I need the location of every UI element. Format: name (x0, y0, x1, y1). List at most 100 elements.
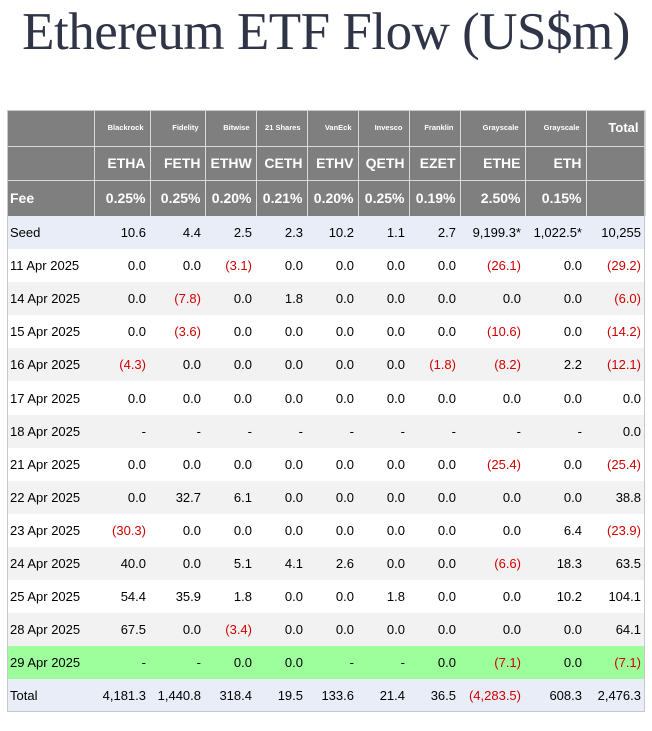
flow-cell: - (525, 414, 586, 448)
flow-cell: (4.3) (94, 348, 150, 382)
row-label: Seed (7, 216, 94, 250)
row-label: 15 Apr 2025 (10, 324, 81, 340)
fee-value: 0.19% (409, 179, 461, 216)
etf-flow-table: Blackrock Fidelity Bitwise 21 Shares VanEck I… (7, 110, 646, 713)
flow-cell: 0.0 (335, 324, 354, 340)
flow-cell: 0.0 (284, 324, 303, 340)
header-blank (7, 145, 95, 180)
table-row: 16 Apr 2025 (4.3) 0.0 0.0 0.0 0.0 0.0 (1.8) (8.2… (7, 348, 645, 382)
flow-cell: 0.0 (386, 258, 405, 274)
flow-cell: 0.0 (335, 522, 354, 538)
header-row-ticker: ETHA FETH ETHW CETH ETHV QETH EZET ETHE ETH (7, 145, 646, 180)
flow-cell: 0.0 (386, 456, 405, 472)
fee-value: 0.15% (525, 179, 587, 216)
flow-cell: 0.0 (358, 348, 409, 382)
row-total: (23.9) (607, 522, 641, 538)
flow-cell: 40.0 (94, 546, 150, 581)
issuer-header: Fidelity (150, 110, 206, 146)
page-title: Ethereum ETF Flow (US$m) (22, 3, 630, 61)
flow-cell: 0.0 (460, 282, 525, 316)
row-label: 17 Apr 2025 (10, 390, 81, 406)
flow-cell: 0.0 (284, 589, 303, 605)
flow-cell: 133.6 (307, 679, 358, 713)
flow-cell: 10.2 (307, 216, 358, 250)
flow-cell: 0.0 (409, 480, 460, 514)
header-blank (586, 145, 646, 180)
table-row: 21 Apr 2025 0.0 0.0 0.0 0.0 0.0 0.0 0.0 (25.4) 0.… (7, 448, 645, 481)
flow-cell: 0.0 (307, 282, 358, 316)
row-label: 16 Apr 2025 (7, 348, 94, 382)
flow-cell: 0.0 (460, 613, 525, 647)
flow-cell: - (150, 646, 205, 680)
flow-cell: 0.0 (563, 456, 582, 472)
row-total: 38.8 (586, 480, 645, 514)
issuer-header: Franklin (409, 110, 461, 146)
flow-cell: 1.8 (233, 589, 252, 605)
ticker-header: FETH (150, 145, 206, 180)
flow-cell: 0.0 (437, 324, 456, 340)
issuer-header: Grayscale (460, 110, 526, 146)
flow-cell: 0.0 (205, 646, 256, 680)
header-corner (7, 110, 95, 146)
row-total: 10,255 (586, 216, 645, 250)
table-row: 11 Apr 2025 0.0 0.0 (3.1) 0.0 0.0 0.0 0.0 (26.1)… (7, 249, 645, 282)
flow-cell: 0.0 (127, 390, 146, 406)
flow-cell: 0.0 (525, 282, 586, 316)
row-total: (7.1) (586, 646, 645, 680)
flow-cell: 0.0 (127, 258, 146, 274)
flow-cell: (3.6) (174, 324, 201, 340)
flow-cell: 0.0 (358, 613, 409, 647)
table-row: 15 Apr 2025 0.0 (3.6) 0.0 0.0 0.0 0.0 0.0 (10.6)… (7, 315, 645, 348)
flow-cell: 2.7 (409, 216, 460, 250)
flow-cell: (8.2) (460, 348, 525, 382)
flow-cell: 0.0 (502, 589, 521, 605)
flow-cell: (26.1) (487, 258, 521, 274)
flow-cell: 0.0 (233, 390, 252, 406)
flow-cell: (4,283.5) (460, 679, 525, 713)
row-total: (12.1) (586, 348, 645, 382)
flow-cell: 0.0 (460, 480, 525, 514)
flow-cell: 0.0 (409, 613, 460, 647)
issuer-header: Bitwise (205, 110, 257, 146)
flow-cell: 0.0 (525, 646, 586, 680)
flow-cell: 0.0 (182, 258, 201, 274)
flow-cell: 0.0 (94, 282, 150, 316)
row-label: 14 Apr 2025 (7, 282, 94, 316)
flow-cell: 0.0 (525, 613, 586, 647)
flow-cell: 5.1 (205, 546, 256, 581)
flow-cell: - (205, 414, 256, 448)
ticker-header: ETHV (307, 145, 359, 180)
flow-cell: 0.0 (563, 390, 582, 406)
flow-cell: 0.0 (284, 522, 303, 538)
ticker-header: EZET (409, 145, 461, 180)
fee-value: 0.20% (307, 179, 359, 216)
flow-cell: 0.0 (256, 646, 307, 680)
flow-cell: (6.6) (460, 546, 525, 581)
flow-cell: 0.0 (335, 589, 354, 605)
row-total: (25.4) (607, 456, 641, 472)
flow-cell: 0.0 (335, 390, 354, 406)
table-row: 22 Apr 2025 0.0 32.7 6.1 0.0 0.0 0.0 0.0 0.0 0.0 3… (7, 480, 645, 514)
flow-cell: 0.0 (182, 390, 201, 406)
flow-cell: 0.0 (307, 613, 358, 647)
row-label: 18 Apr 2025 (7, 414, 94, 448)
row-total: 0.0 (586, 414, 645, 448)
flow-cell: 6.1 (205, 480, 256, 514)
flow-cell: (7.1) (460, 646, 525, 680)
flow-cell: (7.8) (150, 282, 205, 316)
flow-cell: - (460, 414, 525, 448)
flow-cell: 0.0 (437, 456, 456, 472)
row-label: 25 Apr 2025 (10, 589, 81, 605)
flow-cell: 36.5 (409, 679, 460, 713)
row-total: 104.1 (608, 589, 641, 605)
row-total: (29.2) (607, 258, 641, 274)
flow-cell: 1,022.5* (525, 216, 586, 250)
flow-cell: 1,440.8 (150, 679, 205, 713)
flow-cell: 0.0 (409, 546, 460, 581)
row-total: 64.1 (586, 613, 645, 647)
flow-cell: 0.0 (150, 613, 205, 647)
table-row: 18 Apr 2025- - - - - - - - -0.0 (7, 414, 645, 448)
flow-cell: (3.1) (225, 258, 252, 274)
flow-cell: 0.0 (358, 546, 409, 581)
row-total: (6.0) (586, 282, 645, 316)
